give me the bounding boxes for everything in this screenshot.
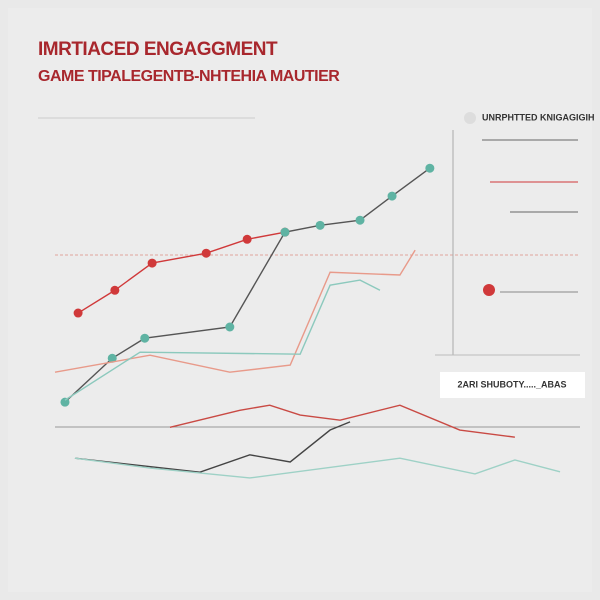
data-point (242, 234, 252, 244)
data-point (110, 285, 120, 295)
data-point (140, 333, 150, 343)
series-line (54, 249, 416, 373)
series-line (64, 279, 381, 401)
data-point (225, 322, 235, 332)
data-point (355, 215, 365, 225)
series-line (169, 404, 515, 438)
data-point (147, 258, 157, 268)
legend-title: UNRPHTTED KNIGAGIGIH (482, 112, 595, 122)
data-point (201, 248, 211, 258)
data-point (107, 353, 117, 363)
series-line (74, 457, 561, 479)
data-point (280, 227, 290, 237)
annotation: 2ARI SHUBOTY....._ABAS (457, 379, 566, 389)
panel (8, 8, 592, 592)
data-point (60, 397, 70, 407)
chart-title: IMRTIACED ENGAGGMENT (38, 39, 278, 60)
legend-icon (464, 112, 476, 124)
plot (54, 163, 561, 479)
series-line (77, 231, 286, 314)
legend-dot (483, 284, 495, 296)
data-point (315, 220, 325, 230)
data-point (425, 163, 435, 173)
series-line (74, 421, 351, 473)
chart-subtitle: GAME TIPALEGENTB-NHTEHIA MAUTIER (38, 68, 340, 85)
annotation-box (440, 372, 585, 398)
data-point (73, 308, 83, 318)
data-point (387, 191, 397, 201)
